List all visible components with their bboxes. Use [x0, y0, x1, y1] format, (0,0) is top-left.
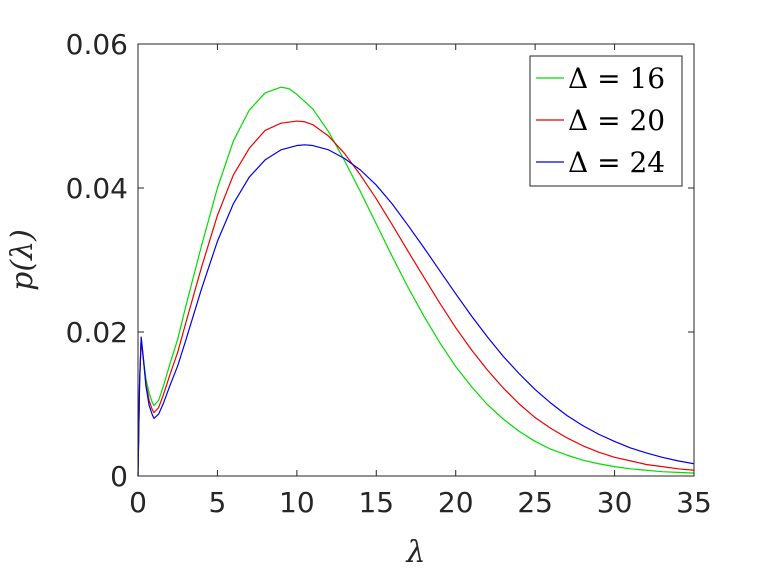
legend-label: Δ = 20 — [568, 104, 665, 137]
legend-label: Δ = 16 — [568, 62, 665, 95]
x-tick-label: 15 — [358, 486, 394, 519]
axes: 0 5 10 15 20 25 30 35 0 0.02 0.04 0.06 λ p(λ) — [5, 28, 712, 570]
x-tick-label: 10 — [279, 486, 315, 519]
y-tick-label: 0.06 — [66, 28, 128, 61]
series-line-3 — [137, 144, 695, 477]
x-tick-label: 35 — [676, 486, 712, 519]
axes-box — [137, 43, 695, 477]
y-tick-label: 0.02 — [66, 316, 128, 349]
legend-label: Δ = 24 — [568, 146, 665, 179]
plot-area — [137, 86, 695, 477]
legend: Δ = 16 Δ = 20 Δ = 24 — [529, 55, 683, 187]
y-axis-label: p(λ) — [5, 229, 40, 291]
x-tick-label: 5 — [209, 486, 227, 519]
series-line-2 — [137, 120, 695, 477]
x-axis-label: λ — [405, 535, 425, 570]
x-tick-label: 30 — [597, 486, 633, 519]
x-tick-label: 20 — [438, 486, 474, 519]
y-tick-label: 0 — [110, 460, 128, 493]
y-tick-label: 0.04 — [66, 172, 128, 205]
x-tick-label: 0 — [129, 486, 147, 519]
x-tick-label: 25 — [517, 486, 553, 519]
series-line-1 — [137, 86, 695, 477]
